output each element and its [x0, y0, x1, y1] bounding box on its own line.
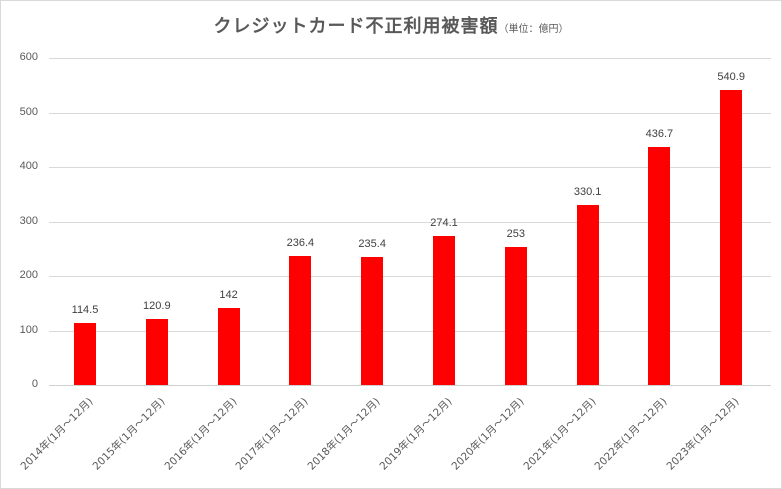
x-axis-category-label: 2023年(1月～12月)	[664, 395, 742, 473]
bar[interactable]	[504, 247, 527, 385]
data-label: 236.4	[286, 237, 315, 250]
data-label: 142	[219, 288, 238, 301]
gridline	[49, 385, 771, 386]
gridline	[49, 113, 771, 114]
data-label: 120.9	[143, 300, 171, 313]
bar[interactable]	[648, 146, 671, 385]
data-label: 253	[506, 228, 525, 241]
gridline	[49, 331, 771, 332]
x-axis-category-label: 2019年(1月～12月)	[377, 395, 455, 473]
bar[interactable]	[289, 256, 312, 385]
gridline	[49, 276, 771, 277]
gridline	[49, 58, 771, 59]
gridline	[49, 222, 771, 223]
y-axis-tick-label: 500	[19, 106, 38, 118]
data-label: 114.5	[71, 303, 99, 316]
y-axis-tick-label: 100	[19, 324, 38, 336]
data-label: 436.7	[645, 127, 674, 140]
x-axis-category-label: 2018年(1月～12月)	[305, 395, 383, 473]
x-axis-category-label: 2014年(1月～12月)	[18, 395, 96, 473]
x-axis-category-label: 2020年(1月～12月)	[449, 395, 527, 473]
bar[interactable]	[433, 235, 455, 385]
bar[interactable]	[361, 256, 384, 385]
bar[interactable]	[145, 319, 168, 385]
bar[interactable]	[576, 205, 599, 385]
y-axis-tick-label: 200	[19, 269, 38, 281]
bar[interactable]	[217, 307, 240, 385]
bar[interactable]	[720, 90, 743, 385]
gridline	[49, 167, 771, 168]
x-axis-category-label: 2016年(1月～12月)	[162, 395, 240, 473]
data-label: 274.1	[430, 216, 458, 229]
x-axis-category-label: 2015年(1月～12月)	[90, 395, 168, 473]
data-label: 235.4	[358, 237, 386, 250]
y-axis-tick-label: 600	[19, 51, 38, 63]
x-axis-category-label: 2022年(1月～12月)	[592, 395, 670, 473]
bar[interactable]	[74, 322, 96, 385]
chart-unit-label: （単位：億円）	[498, 24, 569, 35]
x-axis-category-label: 2017年(1月～12月)	[233, 395, 311, 473]
y-axis-tick-label: 0	[31, 378, 38, 390]
chart-title-main: クレジットカード不正利用被害額	[213, 16, 499, 37]
y-axis-tick-label: 300	[19, 215, 38, 227]
y-axis-tick-label: 400	[19, 160, 38, 172]
data-label: 540.9	[717, 71, 745, 84]
chart-title: クレジットカード不正利用被害額（単位：億円）	[0, 12, 782, 38]
x-axis-category-label: 2021年(1月～12月)	[521, 395, 599, 473]
data-label: 330.1	[573, 186, 602, 199]
